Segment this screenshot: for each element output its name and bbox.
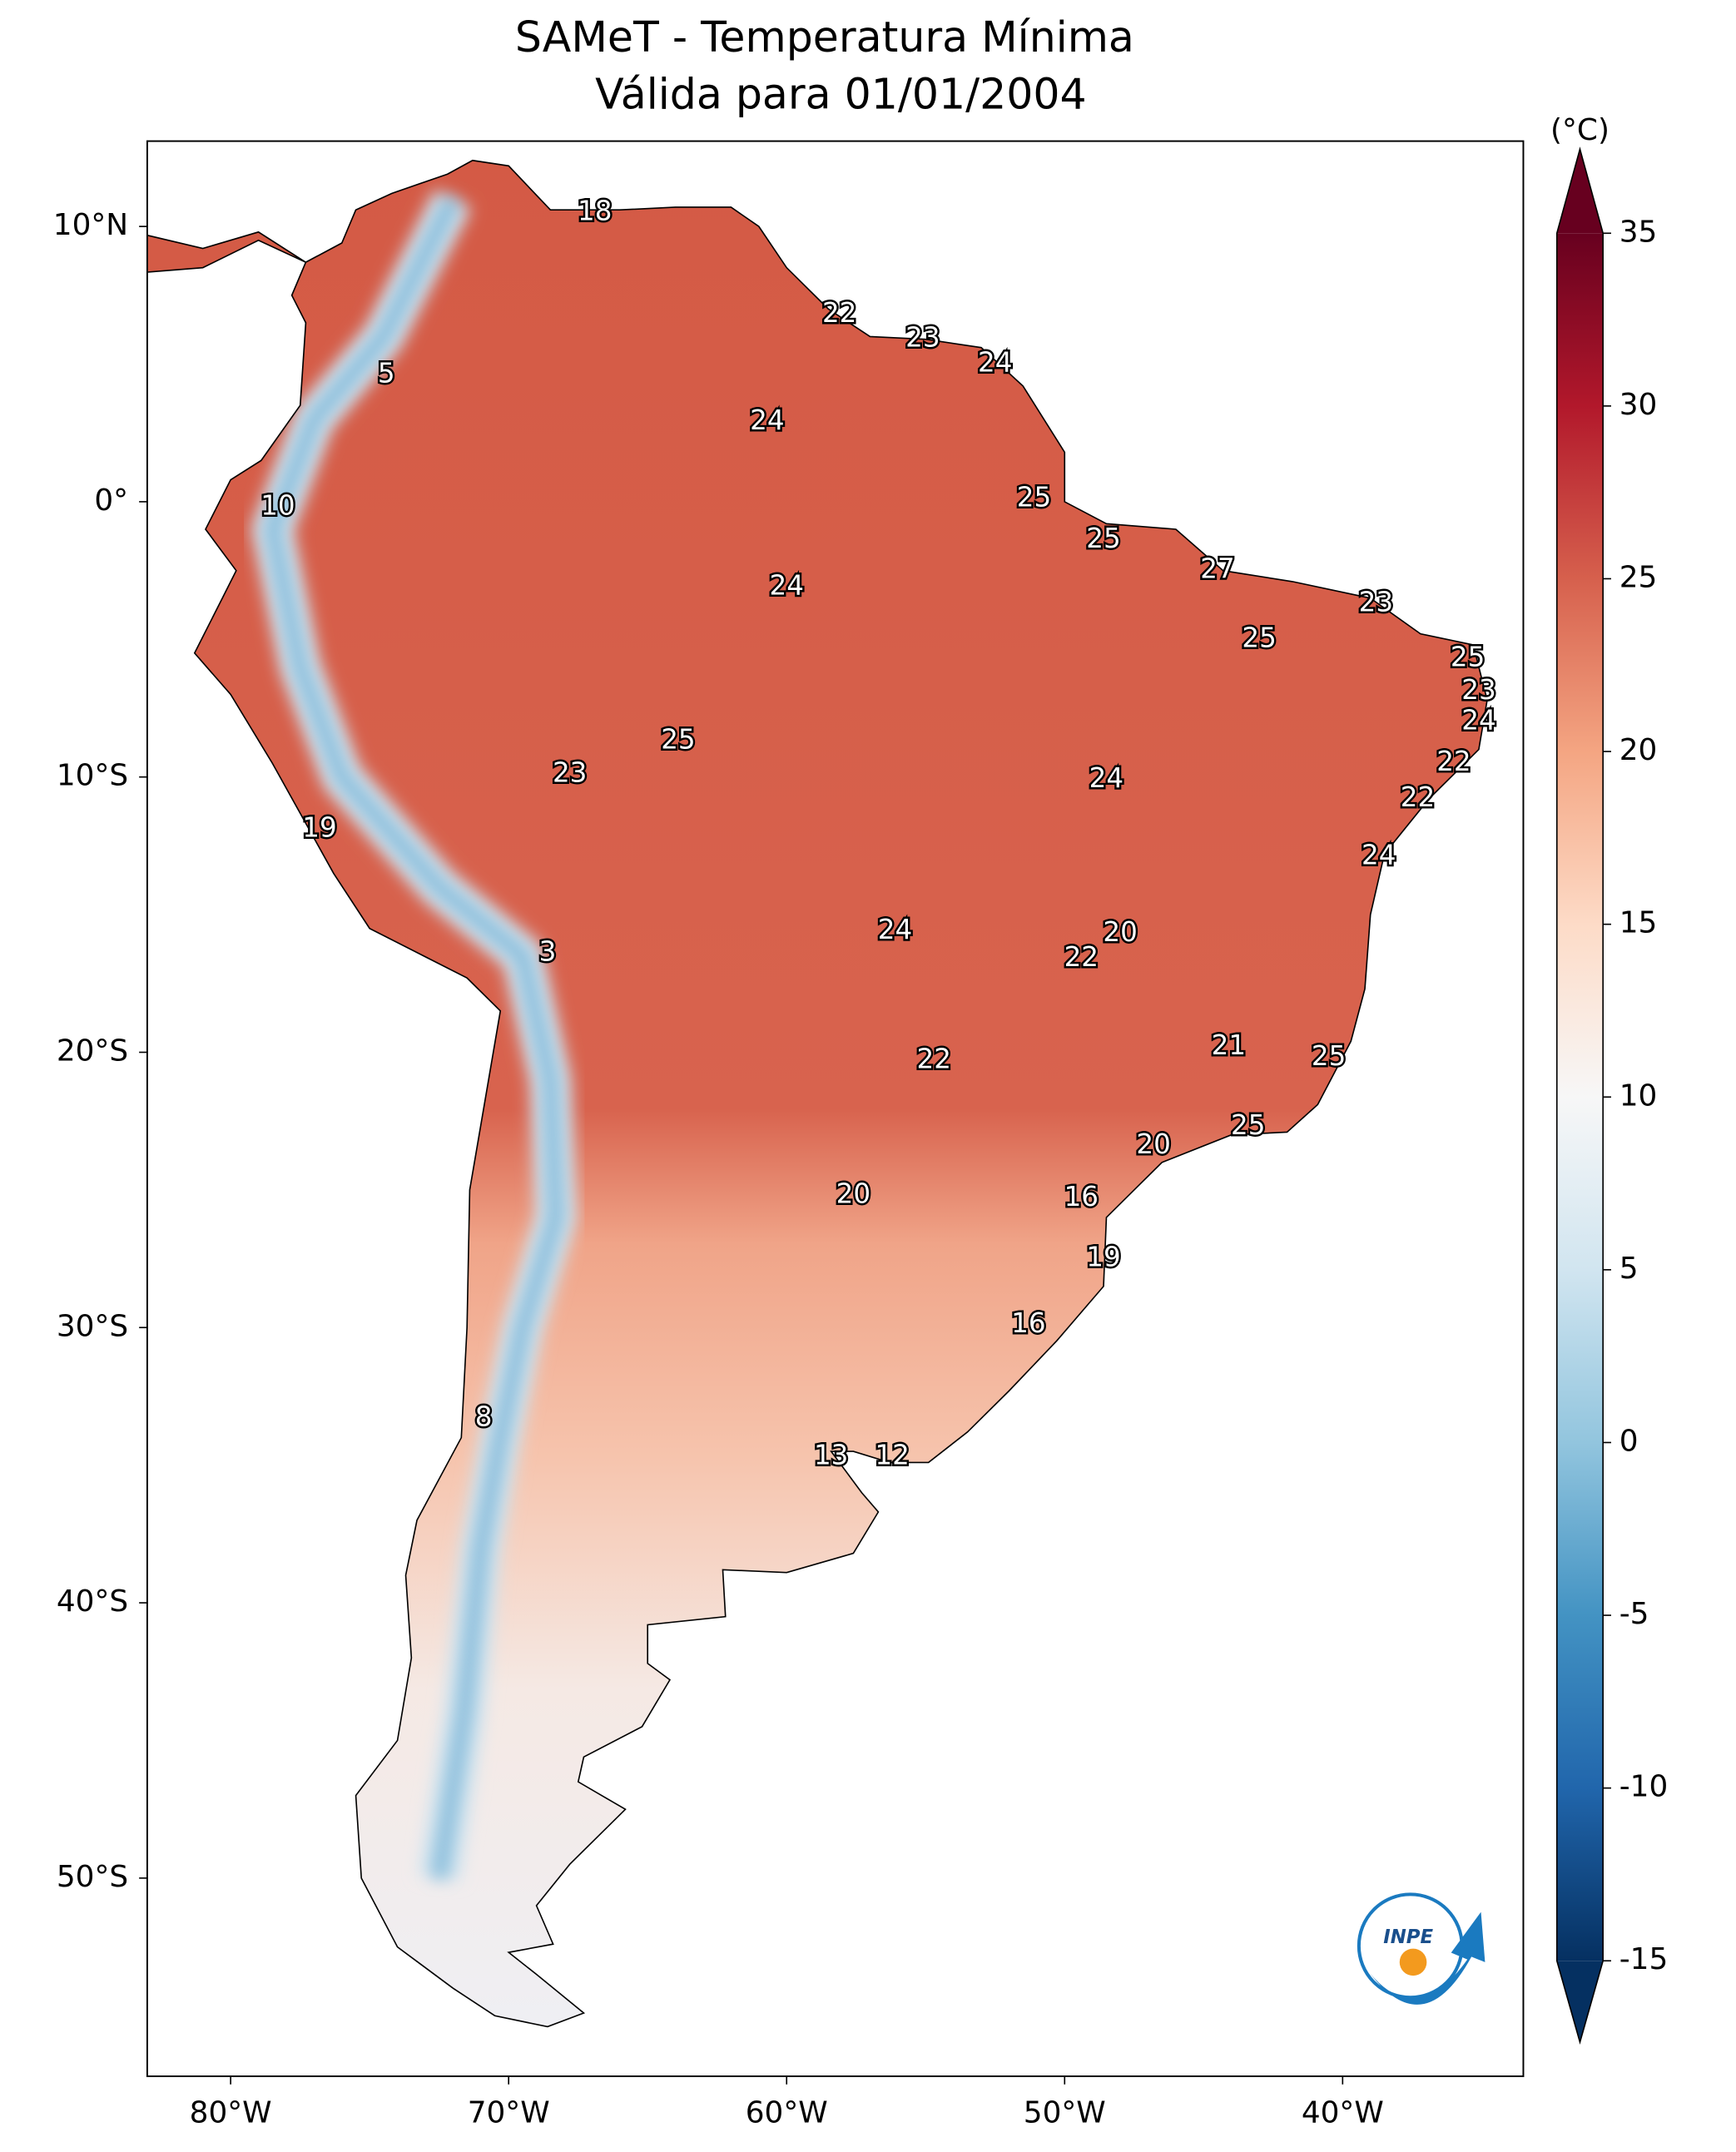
colorbar-tick-label: 10 bbox=[1619, 1078, 1658, 1113]
station-value: 8 bbox=[475, 1401, 493, 1432]
land-fill bbox=[146, 160, 1488, 2027]
logo-text: INPE bbox=[1383, 1926, 1433, 1948]
colorbar-tick-label: -15 bbox=[1619, 1942, 1669, 1976]
station-value: 27 bbox=[1200, 553, 1234, 585]
station-value: 25 bbox=[1231, 1109, 1265, 1141]
station-value: 25 bbox=[1242, 622, 1276, 653]
colorbar-top-extend bbox=[1556, 149, 1604, 234]
y-tick-label: 0° bbox=[94, 483, 128, 518]
station-value: 20 bbox=[1136, 1128, 1170, 1160]
station-value: 21 bbox=[1212, 1029, 1246, 1061]
coastline bbox=[146, 159, 1488, 2028]
station-value: 24 bbox=[1461, 705, 1495, 736]
colorbar-tick-label: 0 bbox=[1619, 1424, 1639, 1458]
station-value: 22 bbox=[1436, 746, 1471, 777]
station-value: 23 bbox=[905, 322, 940, 354]
land bbox=[146, 160, 1488, 2027]
station-value: 22 bbox=[917, 1043, 951, 1074]
station-value: 19 bbox=[302, 812, 336, 844]
colorbar: (°C) -15 -10 -5 0 5 10 15 20 25 30 35 bbox=[1550, 113, 1669, 2045]
colorbar-tick-label: 5 bbox=[1619, 1252, 1639, 1286]
station-value: 24 bbox=[769, 569, 803, 601]
station-value: 24 bbox=[978, 347, 1012, 379]
colorbar-tick-label: 20 bbox=[1619, 733, 1658, 767]
station-value: 18 bbox=[578, 196, 612, 227]
station-value: 19 bbox=[1086, 1242, 1120, 1273]
station-value: 20 bbox=[836, 1178, 870, 1209]
colorbar-tick-label: 15 bbox=[1619, 906, 1658, 940]
station-value: 16 bbox=[1064, 1181, 1099, 1212]
y-tick-label: 40°S bbox=[57, 1584, 128, 1619]
logo: INPE bbox=[1357, 1892, 1486, 2005]
colorbar-tick-label: 35 bbox=[1619, 215, 1658, 249]
station-value: 25 bbox=[1086, 523, 1120, 554]
y-tick-label: 20°S bbox=[57, 1034, 128, 1068]
station-value: 25 bbox=[1312, 1040, 1346, 1072]
colorbar-body bbox=[1556, 233, 1604, 1961]
station-value: 10 bbox=[260, 490, 295, 522]
x-tick-label: 80°W bbox=[190, 2096, 272, 2130]
colorbar-tick-label: -10 bbox=[1619, 1770, 1669, 1804]
axes: 80°W 70°W 60°W 50°W 40°W 10°N 0° 10°S 20°S 30°S 40… bbox=[53, 208, 1384, 2130]
station-value: 24 bbox=[878, 914, 912, 945]
y-tick-label: 10°N bbox=[53, 208, 128, 242]
colorbar-bottom-extend bbox=[1556, 1961, 1604, 2043]
station-value: 23 bbox=[553, 756, 587, 788]
station-value: 22 bbox=[1064, 941, 1099, 973]
colorbar-tick-label: -5 bbox=[1619, 1597, 1649, 1631]
colorbar-tick-label: 30 bbox=[1619, 388, 1658, 422]
station-value: 23 bbox=[1359, 586, 1393, 617]
map-subtitle: Válida para 01/01/2004 bbox=[595, 69, 1087, 118]
station-value: 22 bbox=[822, 297, 856, 329]
station-value: 24 bbox=[750, 404, 784, 436]
station-value: 24 bbox=[1362, 840, 1396, 871]
x-tick-label: 70°W bbox=[468, 2096, 550, 2130]
andes-cold bbox=[265, 196, 563, 1880]
y-tick-label: 30°S bbox=[57, 1309, 128, 1343]
station-value: 24 bbox=[1089, 762, 1123, 794]
y-tick-label: 10°S bbox=[57, 759, 128, 793]
y-tick-label: 50°S bbox=[57, 1860, 128, 1894]
x-tick-label: 40°W bbox=[1302, 2096, 1384, 2130]
station-value: 25 bbox=[1451, 641, 1485, 672]
station-value: 20 bbox=[1103, 916, 1137, 948]
map-frame bbox=[146, 140, 1525, 2077]
station-value: 12 bbox=[875, 1440, 909, 1471]
station-value: 16 bbox=[1011, 1307, 1045, 1339]
x-tick-label: 50°W bbox=[1024, 2096, 1106, 2130]
station-value: 3 bbox=[539, 935, 557, 967]
station-value: 5 bbox=[378, 358, 395, 389]
map-title: SAMeT - Temperatura Mínima bbox=[515, 12, 1134, 62]
station-value: 25 bbox=[1017, 482, 1051, 513]
station-value: 23 bbox=[1461, 674, 1495, 706]
station-value: 25 bbox=[661, 724, 695, 756]
x-tick-label: 60°W bbox=[746, 2096, 828, 2130]
colorbar-tick-label: 25 bbox=[1619, 560, 1658, 594]
station-value: 13 bbox=[814, 1440, 848, 1471]
colorbar-label: (°C) bbox=[1550, 113, 1610, 147]
station-value: 22 bbox=[1401, 781, 1435, 813]
